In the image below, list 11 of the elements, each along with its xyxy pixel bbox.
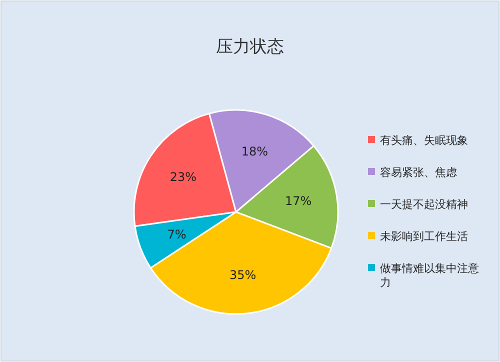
data-label: 7% bbox=[167, 227, 186, 242]
legend-label: 容易紧张、焦虑 bbox=[380, 166, 457, 179]
legend-label: 做事情难以集中注意力 bbox=[380, 262, 479, 289]
data-label: 35% bbox=[229, 268, 256, 282]
data-label: 23% bbox=[170, 170, 197, 184]
legend-label: 未影响到工作生活 bbox=[380, 230, 468, 243]
chart-title: 压力状态 bbox=[216, 37, 284, 57]
legend-label: 有头痛、失眠现象 bbox=[380, 134, 468, 147]
data-label: 18% bbox=[241, 144, 268, 159]
data-label: 17% bbox=[284, 194, 312, 208]
legend-label: 一天提不起没精神 bbox=[380, 198, 468, 211]
